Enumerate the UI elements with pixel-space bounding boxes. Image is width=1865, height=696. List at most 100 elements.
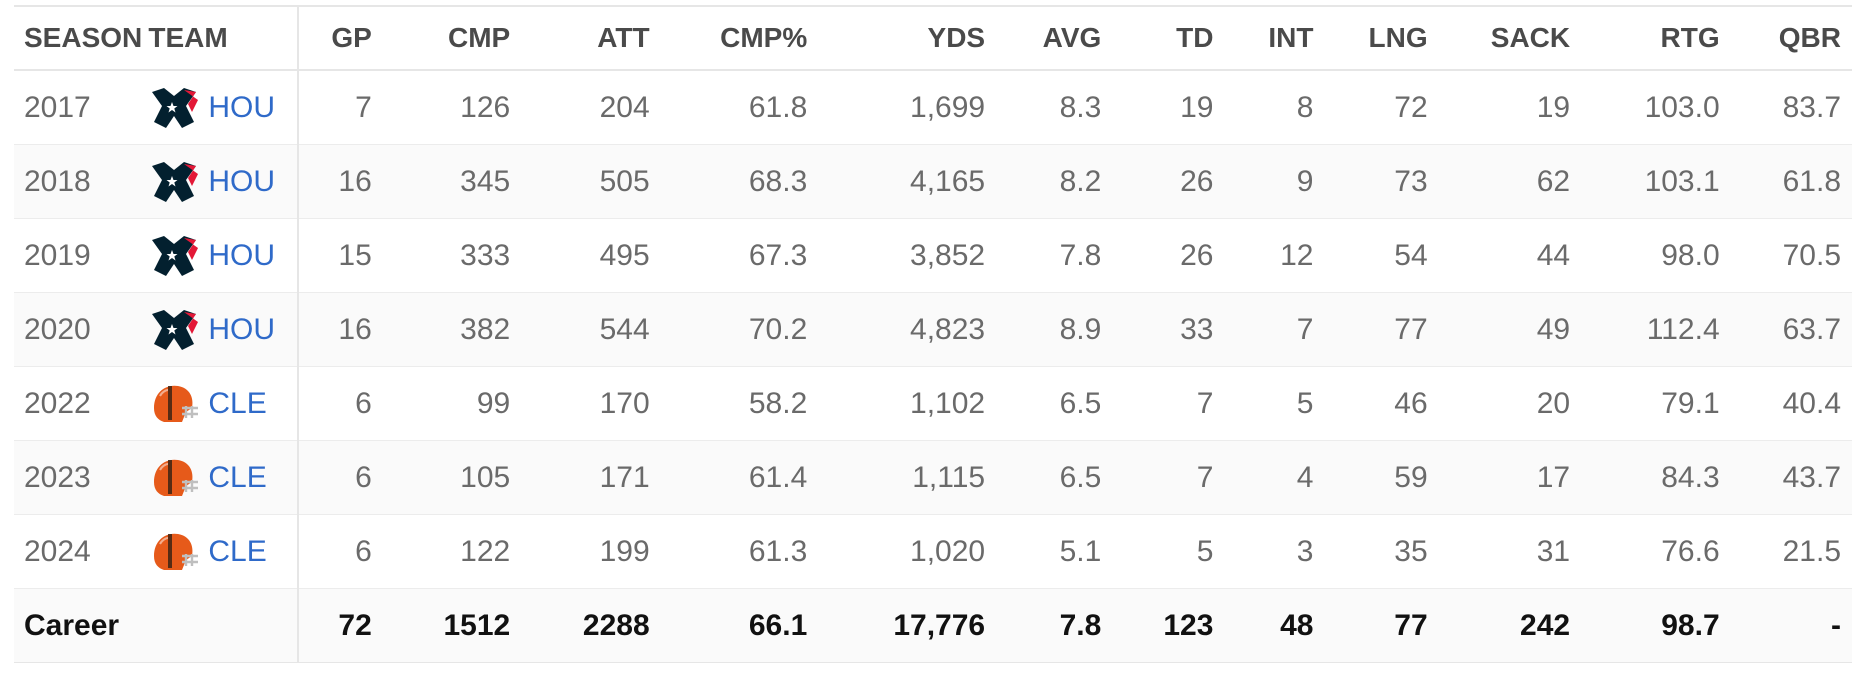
stat-cmp-cell: 126 xyxy=(382,70,522,145)
stat-avg-cell: 6.5 xyxy=(996,440,1113,515)
stat-rtg-cell: 98.0 xyxy=(1581,218,1731,293)
stat-int-cell: 3 xyxy=(1224,514,1325,589)
stat-cmp-cell: 333 xyxy=(382,218,522,293)
table-row: 2020 HOU 16 382 544 70.2 4,823 8.9 33 7 77 49 112.4… xyxy=(14,292,1852,367)
career-avg-cell: 7.8 xyxy=(996,588,1113,663)
stat-lng-cell: 35 xyxy=(1324,514,1439,589)
stat-att-cell: 495 xyxy=(521,218,661,293)
stat-rtg-cell: 103.1 xyxy=(1581,144,1731,219)
stat-att-cell: 204 xyxy=(521,70,661,145)
stat-cmp-cell: 105 xyxy=(382,440,522,515)
stat-lng-cell: 72 xyxy=(1324,70,1439,145)
team-link[interactable]: CLE xyxy=(148,452,297,504)
browns-helmet-icon xyxy=(148,452,200,504)
header-season[interactable]: SEASON xyxy=(14,5,149,71)
stat-lng-cell: 77 xyxy=(1324,292,1439,367)
stat-cmp-pct-cell: 67.3 xyxy=(660,218,819,293)
stat-td-cell: 19 xyxy=(1112,70,1225,145)
stat-rtg-cell: 79.1 xyxy=(1581,366,1731,441)
header-lng[interactable]: LNG xyxy=(1324,5,1439,71)
stat-rtg-cell: 112.4 xyxy=(1581,292,1731,367)
stat-yds-cell: 4,165 xyxy=(818,144,997,219)
team-link[interactable]: CLE xyxy=(148,378,297,430)
stat-qbr-cell: 63.7 xyxy=(1730,292,1852,367)
header-cmp[interactable]: CMP xyxy=(382,5,522,71)
stat-gp-cell: 6 xyxy=(297,514,383,589)
texans-logo-icon xyxy=(148,156,200,208)
stat-att-cell: 170 xyxy=(521,366,661,441)
team-link[interactable]: HOU xyxy=(148,82,297,134)
season-cell: 2020 xyxy=(14,292,149,367)
stat-gp-cell: 15 xyxy=(297,218,383,293)
stat-qbr-cell: 40.4 xyxy=(1730,366,1852,441)
header-sack[interactable]: SACK xyxy=(1438,5,1582,71)
career-att-cell: 2288 xyxy=(521,588,661,663)
career-label: Career xyxy=(14,588,149,663)
stat-yds-cell: 1,115 xyxy=(818,440,997,515)
stat-td-cell: 5 xyxy=(1112,514,1225,589)
stat-qbr-cell: 21.5 xyxy=(1730,514,1852,589)
stat-td-cell: 26 xyxy=(1112,144,1225,219)
header-att[interactable]: ATT xyxy=(521,5,661,71)
team-link[interactable]: HOU xyxy=(148,304,297,356)
stat-gp-cell: 16 xyxy=(297,144,383,219)
career-team-cell xyxy=(148,588,299,663)
stat-cmp-cell: 345 xyxy=(382,144,522,219)
texans-logo-icon xyxy=(148,82,200,134)
stat-int-cell: 9 xyxy=(1224,144,1325,219)
career-totals-row: Career 72 1512 2288 66.1 17,776 7.8 123 48 77 242 9… xyxy=(14,588,1852,663)
stat-td-cell: 33 xyxy=(1112,292,1225,367)
team-abbreviation[interactable]: HOU xyxy=(208,90,276,124)
season-cell: 2019 xyxy=(14,218,149,293)
stat-int-cell: 5 xyxy=(1224,366,1325,441)
header-qbr[interactable]: QBR xyxy=(1730,5,1852,71)
header-team[interactable]: TEAM xyxy=(148,5,299,71)
team-abbreviation[interactable]: CLE xyxy=(208,460,267,494)
team-abbreviation[interactable]: CLE xyxy=(208,534,267,568)
header-cmp-pct[interactable]: CMP% xyxy=(660,5,819,71)
stat-int-cell: 8 xyxy=(1224,70,1325,145)
stat-att-cell: 544 xyxy=(521,292,661,367)
career-lng-cell: 77 xyxy=(1324,588,1439,663)
stat-att-cell: 171 xyxy=(521,440,661,515)
stat-lng-cell: 73 xyxy=(1324,144,1439,219)
stat-td-cell: 7 xyxy=(1112,440,1225,515)
table-row: 2023 CLE 6 105 171 61.4 1,115 6.5 7 4 59 17 84.3 43.… xyxy=(14,440,1852,515)
team-cell: HOU xyxy=(148,70,299,145)
header-int[interactable]: INT xyxy=(1224,5,1325,71)
stat-int-cell: 7 xyxy=(1224,292,1325,367)
team-link[interactable]: HOU xyxy=(148,230,297,282)
team-cell: HOU xyxy=(148,144,299,219)
team-link[interactable]: CLE xyxy=(148,526,297,578)
stat-avg-cell: 8.2 xyxy=(996,144,1113,219)
stat-gp-cell: 16 xyxy=(297,292,383,367)
team-abbreviation[interactable]: CLE xyxy=(208,386,267,420)
table-row: 2024 CLE 6 122 199 61.3 1,020 5.1 5 3 35 31 76.6 21.… xyxy=(14,514,1852,589)
stat-gp-cell: 6 xyxy=(297,440,383,515)
table-row: 2017 HOU 7 126 204 61.8 1,699 8.3 19 8 72 19 103.0 8… xyxy=(14,70,1852,145)
table-row: 2018 HOU 16 345 505 68.3 4,165 8.2 26 9 73 62 103.1… xyxy=(14,144,1852,219)
career-cmp-cell: 1512 xyxy=(382,588,522,663)
table-row: 2019 HOU 15 333 495 67.3 3,852 7.8 26 12 54 44 98.0… xyxy=(14,218,1852,293)
season-cell: 2022 xyxy=(14,366,149,441)
career-int-cell: 48 xyxy=(1224,588,1325,663)
team-abbreviation[interactable]: HOU xyxy=(208,312,276,346)
team-abbreviation[interactable]: HOU xyxy=(208,238,276,272)
stat-sack-cell: 44 xyxy=(1438,218,1582,293)
career-yds-cell: 17,776 xyxy=(818,588,997,663)
passing-stats-table: SEASON TEAM GP CMP ATT CMP% YDS AVG TD I… xyxy=(14,5,1852,663)
career-rtg-cell: 98.7 xyxy=(1581,588,1731,663)
header-avg[interactable]: AVG xyxy=(996,5,1113,71)
team-cell: CLE xyxy=(148,366,299,441)
header-yds[interactable]: YDS xyxy=(818,5,997,71)
team-link[interactable]: HOU xyxy=(148,156,297,208)
header-td[interactable]: TD xyxy=(1112,5,1225,71)
header-rtg[interactable]: RTG xyxy=(1581,5,1731,71)
header-gp[interactable]: GP xyxy=(297,5,383,71)
team-cell: CLE xyxy=(148,514,299,589)
stat-avg-cell: 5.1 xyxy=(996,514,1113,589)
team-abbreviation[interactable]: HOU xyxy=(208,164,276,198)
stat-sack-cell: 20 xyxy=(1438,366,1582,441)
stat-avg-cell: 8.3 xyxy=(996,70,1113,145)
stat-rtg-cell: 76.6 xyxy=(1581,514,1731,589)
